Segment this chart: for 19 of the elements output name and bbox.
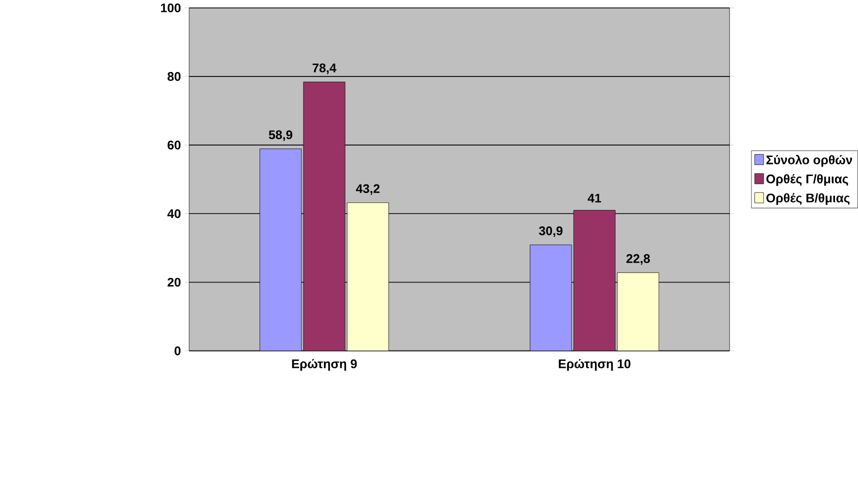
data-label: 78,4 xyxy=(312,63,336,74)
legend-label: Σύνολο ορθών xyxy=(766,154,852,167)
legend-label: Ορθές Β/θμιας xyxy=(766,193,850,205)
x-tick-label: Ερώτηση 9 xyxy=(292,358,357,371)
bar xyxy=(530,244,572,351)
data-label: 41 xyxy=(588,194,602,202)
data-label: 30,9 xyxy=(538,226,562,238)
y-tick-label: 20 xyxy=(168,278,181,287)
y-tick-label: 40 xyxy=(167,209,181,218)
data-label: 43,2 xyxy=(356,184,380,195)
y-tick-label: 80 xyxy=(168,72,181,81)
y-tick-label: 100 xyxy=(161,3,181,12)
bar xyxy=(260,148,302,351)
legend-label: Ορθές Γ/θμιας xyxy=(766,174,848,186)
y-tick-label: 60 xyxy=(168,140,181,150)
data-label: 58,9 xyxy=(268,130,292,141)
x-tick-label: Ερώτηση 10 xyxy=(558,358,630,371)
data-label: 22,8 xyxy=(626,254,650,265)
y-tick-label: 0 xyxy=(174,346,181,356)
